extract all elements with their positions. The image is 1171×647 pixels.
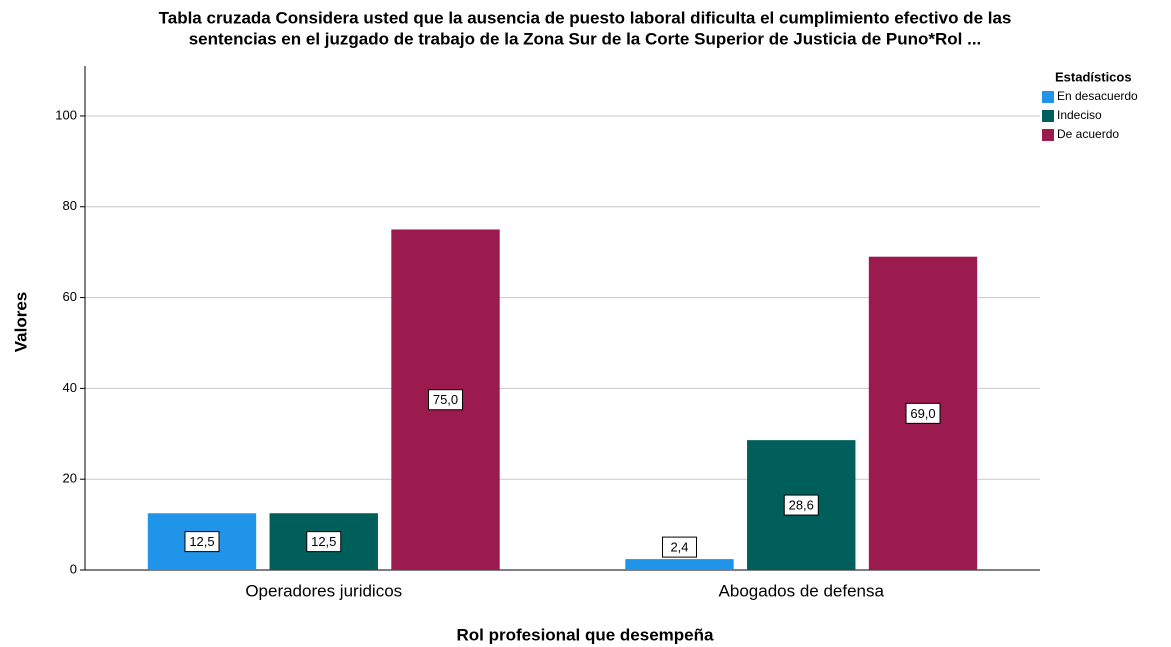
value-label-box <box>905 402 941 424</box>
y-tick-label: 20 <box>63 471 77 486</box>
value-label-box <box>428 389 464 411</box>
legend-swatch <box>1042 110 1054 122</box>
value-label: 75,0 <box>433 392 458 407</box>
legend-swatch <box>1042 91 1054 103</box>
value-label-box <box>661 536 697 558</box>
legend-label: En desacuerdo <box>1057 89 1138 103</box>
bar <box>625 559 734 570</box>
value-label: 12,5 <box>311 534 336 549</box>
y-tick-label: 0 <box>70 561 77 576</box>
legend-label: De acuerdo <box>1057 127 1119 141</box>
x-axis-label: Rol profesional que desempeña <box>457 625 714 644</box>
y-axis-label: Valores <box>11 292 30 353</box>
y-tick-label: 100 <box>55 107 77 122</box>
x-tick-label: Operadores juridicos <box>245 581 402 600</box>
y-tick-label: 60 <box>63 289 77 304</box>
value-label: 69,0 <box>910 406 935 421</box>
y-tick-label: 40 <box>63 380 77 395</box>
value-label-box <box>783 494 819 516</box>
legend-swatch <box>1042 129 1054 141</box>
value-label-box <box>184 531 220 553</box>
value-label: 2,4 <box>670 540 688 555</box>
chart-title: sentencias en el juzgado de trabajo de l… <box>189 29 982 48</box>
value-label: 12,5 <box>189 534 214 549</box>
y-tick-label: 80 <box>63 198 77 213</box>
value-label: 28,6 <box>789 498 814 513</box>
value-label-box <box>306 531 342 553</box>
legend-label: Indeciso <box>1057 108 1102 122</box>
legend-title: Estadísticos <box>1055 69 1132 84</box>
chart-title: Tabla cruzada Considera usted que la aus… <box>159 8 1012 27</box>
x-tick-label: Abogados de defensa <box>719 581 885 600</box>
